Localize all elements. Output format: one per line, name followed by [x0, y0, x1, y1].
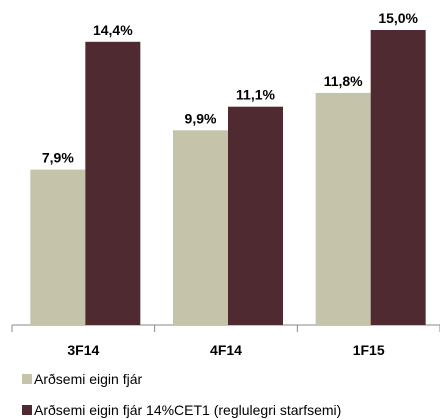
data-label: 15,0% [378, 10, 418, 26]
x-tick-label: 3F14 [67, 342, 99, 358]
bar [30, 169, 86, 325]
bar [85, 41, 141, 326]
legend-label: Arðsemi eigin fjár [34, 371, 142, 387]
data-label: 7,9% [42, 150, 74, 166]
legend-label: Arðsemi eigin fjár 14%CET1 (reglulegri s… [34, 402, 341, 418]
data-label: 14,4% [93, 22, 133, 38]
bar [370, 30, 426, 325]
legend-swatch [22, 405, 32, 415]
data-label: 9,9% [185, 110, 217, 126]
data-label: 11,1% [236, 87, 275, 103]
bar [315, 92, 371, 325]
bar [173, 130, 228, 325]
bar [228, 106, 283, 325]
x-tick-label: 1F15 [353, 342, 385, 358]
x-tick-label: 4F14 [210, 342, 242, 358]
data-label: 11,8% [324, 73, 363, 89]
legend-swatch [22, 374, 32, 384]
